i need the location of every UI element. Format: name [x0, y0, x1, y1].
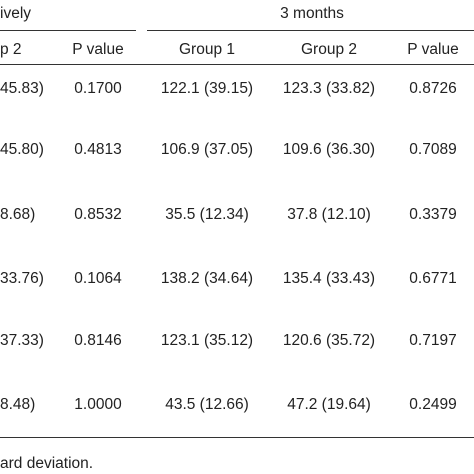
group-header-3-months: 3 months — [280, 5, 344, 22]
table-cell: 0.7197 — [409, 332, 457, 349]
table-cell: 122.1 (39.15) — [160, 80, 254, 97]
table-cell: 8.68) — [0, 206, 36, 223]
table-cell: 43.5 (12.66) — [165, 396, 249, 413]
table-cell: 106.9 (37.05) — [160, 141, 254, 158]
table-cell: 47.2 (19.64) — [287, 396, 371, 413]
column-header-p-value: P value — [72, 41, 124, 58]
table-cell: 0.8726 — [409, 80, 457, 97]
table-cell: 109.6 (36.30) — [282, 141, 376, 158]
table-cell: 123.3 (33.82) — [282, 80, 376, 97]
group-header-left: ively — [0, 5, 32, 22]
table-footnote: ard deviation. — [0, 455, 94, 472]
table-cell: 135.4 (33.43) — [282, 270, 376, 287]
column-header-group-1: Group 1 — [178, 41, 235, 58]
table-cell: 0.3379 — [409, 206, 457, 223]
table-cell: 0.8532 — [74, 206, 122, 223]
table-cell: 0.6771 — [409, 270, 457, 287]
column-header-group-2-3m: Group 2 — [300, 41, 357, 58]
table-bottom-rule — [0, 437, 474, 438]
table-cell: 35.5 (12.34) — [165, 206, 249, 223]
column-header-rule — [0, 64, 474, 65]
table-cell: 45.83) — [0, 80, 44, 97]
table-cell: 8.48) — [0, 396, 36, 413]
table-cell: 0.8146 — [74, 332, 122, 349]
table-cell: 37.33) — [0, 332, 44, 349]
table-cell: 0.1064 — [74, 270, 122, 287]
header-rule-left — [0, 30, 136, 31]
table-cell: 0.2499 — [409, 396, 457, 413]
table-cell: 45.80) — [0, 141, 44, 158]
table-cell: 0.1700 — [74, 80, 122, 97]
header-rule-3-months — [147, 30, 474, 31]
table-cell: 120.6 (35.72) — [282, 332, 376, 349]
table-cell: 138.2 (34.64) — [160, 270, 254, 287]
table-cell: 37.8 (12.10) — [287, 206, 371, 223]
table-cell: 1.0000 — [74, 396, 122, 413]
table-cell: 123.1 (35.12) — [160, 332, 254, 349]
column-header-group-2: p 2 — [0, 41, 22, 58]
table-cell: 0.4813 — [74, 141, 122, 158]
table-cell: 33.76) — [0, 270, 44, 287]
table-cell: 0.7089 — [409, 141, 457, 158]
column-header-p-value-3m: P value — [407, 41, 459, 58]
